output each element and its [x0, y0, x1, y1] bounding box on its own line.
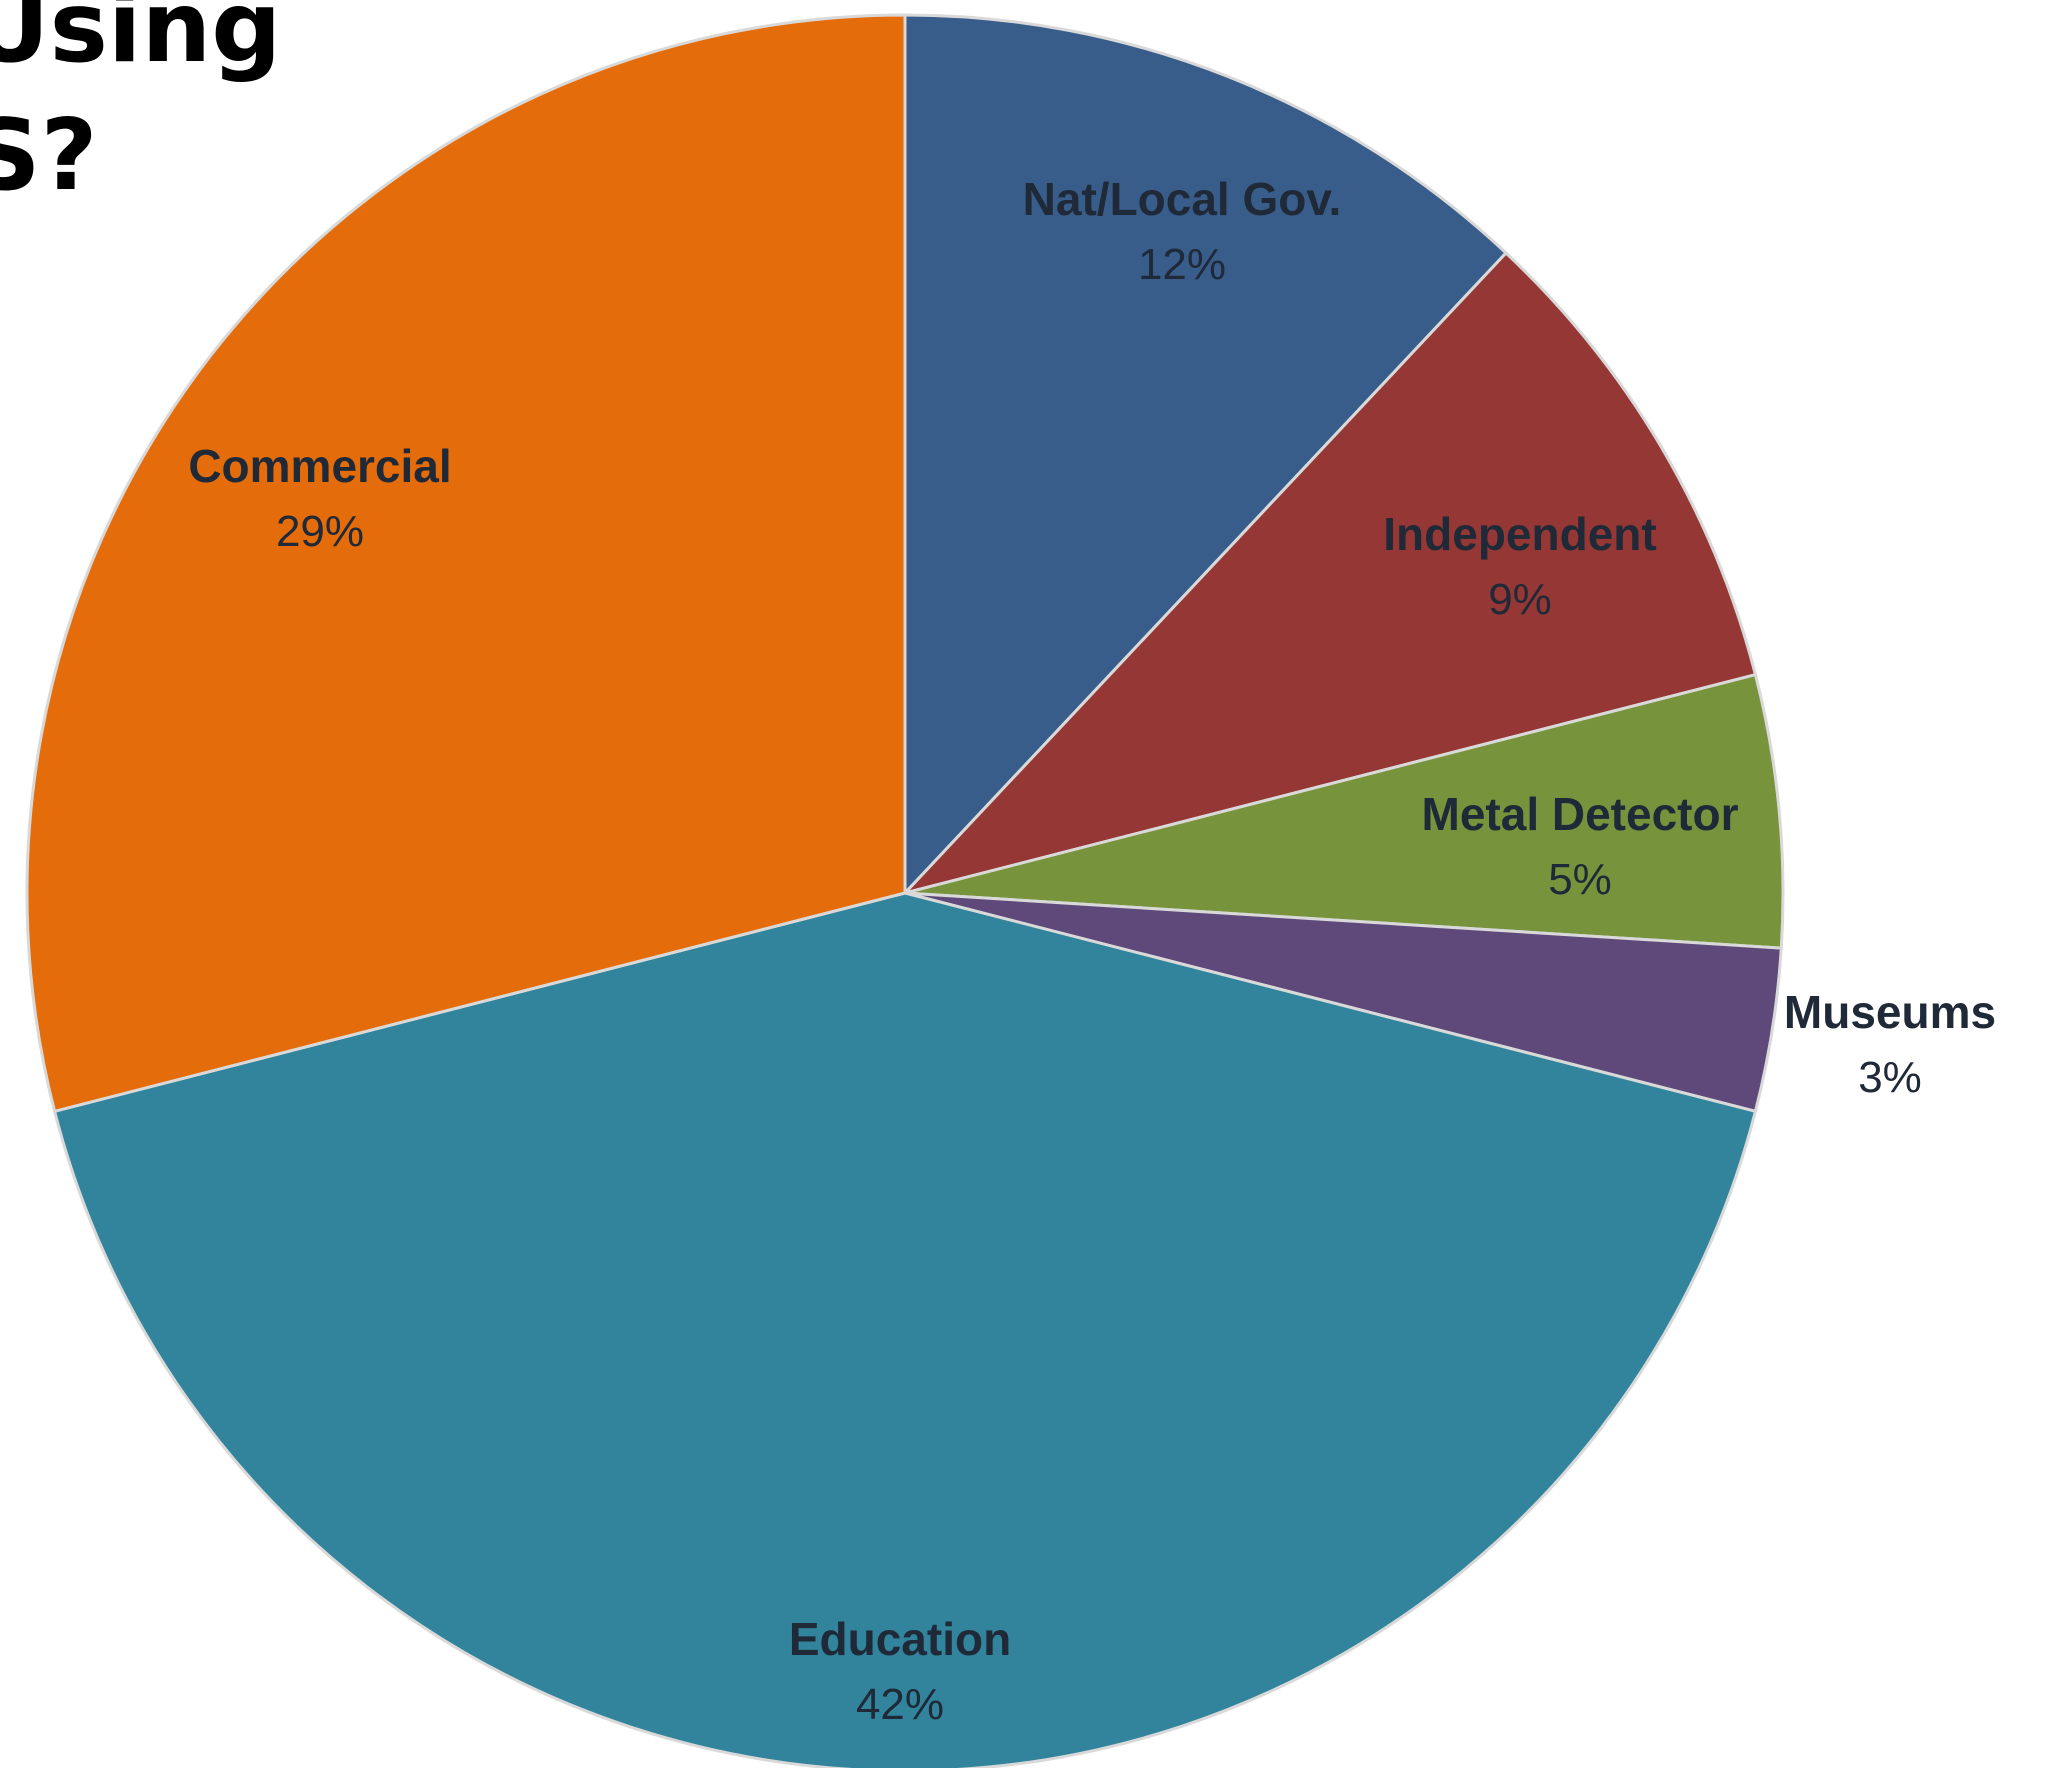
slice-label-museums: Museums [1784, 986, 1996, 1038]
slice-percent-education: 42% [856, 1680, 944, 1729]
slice-label-independent: Independent [1383, 508, 1656, 560]
slice-percent-museums: 3% [1858, 1053, 1922, 1102]
slice-percent-nat-local-gov: 12% [1138, 240, 1226, 289]
pie-slices [25, 13, 1785, 1768]
pie-slice-independent [900, 250, 1758, 896]
page-title: Using S? [0, 0, 570, 220]
title-line-1: Using [0, 0, 282, 85]
title-line-2: S? [0, 99, 98, 213]
pie-labels: Nat/Local Gov. 12% Independent 9% Metal Dete… [188, 173, 1996, 1729]
slice-label-nat-local-gov: Nat/Local Gov. [1023, 173, 1342, 225]
slice-percent-metal-detector: 5% [1548, 855, 1612, 904]
slice-label-commercial: Commercial [188, 440, 451, 492]
pie-slice-metal-detector [904, 672, 1785, 950]
pie-slice-education [52, 891, 1758, 1768]
slice-percent-independent: 9% [1488, 575, 1552, 624]
slice-label-metal-detector: Metal Detector [1422, 788, 1739, 840]
pie-slice-commercial [25, 13, 907, 1114]
pie-slice-nat-local-gov [903, 13, 1509, 897]
slice-percent-commercial: 29% [276, 507, 364, 556]
slice-label-education: Education [789, 1613, 1011, 1665]
